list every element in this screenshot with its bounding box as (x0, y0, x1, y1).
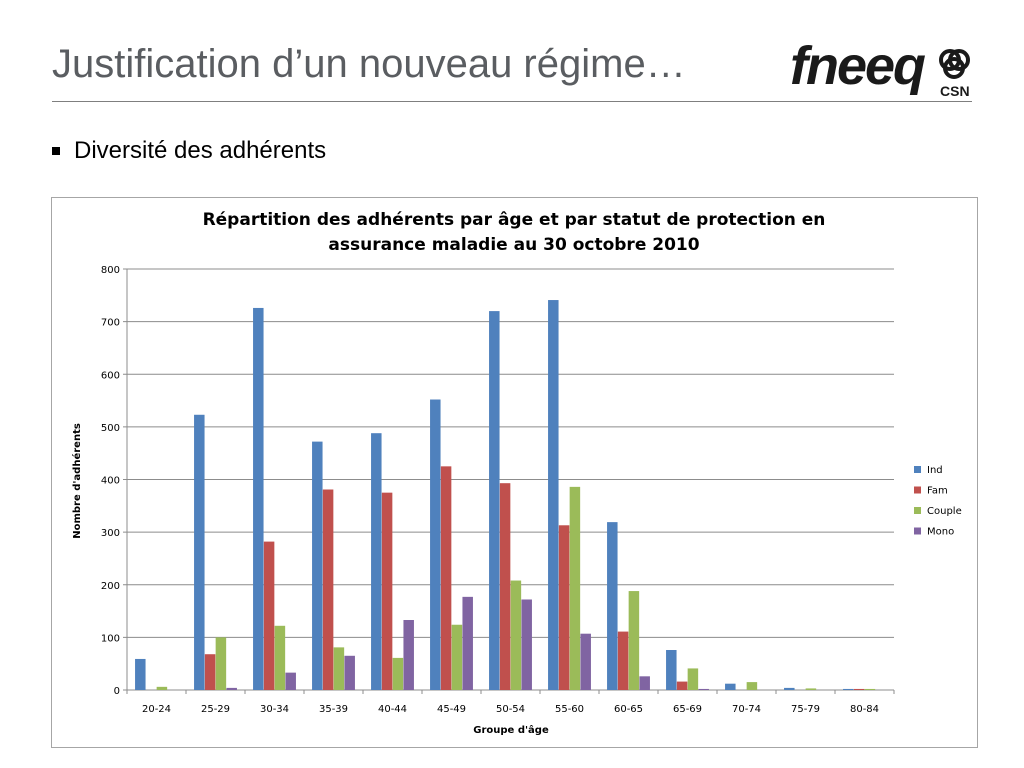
slide-title: Justification d’un nouveau régime… (52, 42, 686, 86)
x-tick-label: 50-54 (496, 704, 525, 715)
x-tick-label: 25-29 (201, 704, 230, 715)
bar-mono-40-44 (403, 620, 414, 690)
bar-fam-60-65 (617, 631, 629, 690)
bars (135, 300, 876, 690)
y-tick-label: 0 (114, 686, 120, 697)
legend-label-couple: Couple (927, 506, 962, 517)
x-tick-label: 45-49 (437, 704, 466, 715)
bar-fam-35-39 (322, 489, 334, 690)
bar-ind-30-34 (253, 307, 264, 690)
bar-ind-25-29 (194, 414, 205, 690)
legend: Ind Fam Couple Mono (914, 465, 962, 538)
bar-fam-55-60 (558, 525, 570, 690)
y-tick-label: 800 (101, 265, 120, 276)
x-tick-label: 35-39 (319, 704, 348, 715)
bar-couple-40-44 (392, 657, 404, 690)
bar-mono-65-69 (698, 688, 709, 690)
x-tick-label: 80-84 (850, 704, 879, 715)
bar-ind-50-54 (489, 311, 500, 690)
y-tick-labels: 0 100 200 300 400 500 600 700 800 (101, 265, 120, 697)
bar-couple-75-79 (805, 688, 817, 690)
bar-mono-50-54 (521, 599, 532, 690)
svg-text:fneeq: fneeq (790, 36, 926, 96)
square-bullet-icon (52, 147, 60, 155)
x-tick-label: 65-69 (673, 704, 702, 715)
x-tick-label: 55-60 (555, 704, 584, 715)
bar-fam-30-34 (263, 541, 275, 690)
bar-mono-30-34 (285, 672, 296, 690)
bar-mono-35-39 (344, 655, 355, 690)
x-tick-labels: 20-24 25-29 30-34 35-39 40-44 45-49 50-54 55-60… (142, 704, 879, 715)
bar-couple-35-39 (333, 647, 345, 690)
bar-fam-50-54 (499, 483, 511, 690)
bar-mono-25-29 (226, 687, 237, 690)
legend-label-mono: Mono (927, 527, 954, 538)
bar-mono-60-65 (639, 676, 650, 690)
title-divider (52, 101, 972, 102)
y-axis-label: Nombre d'adhérents (71, 423, 83, 539)
bar-mono-55-60 (580, 633, 591, 690)
bar-ind-80-84 (843, 688, 854, 690)
bar-couple-55-60 (569, 486, 581, 690)
bar-couple-20-24 (156, 686, 168, 690)
svg-text:CSN: CSN (940, 83, 970, 98)
bar-couple-25-29 (215, 637, 227, 690)
bar-ind-40-44 (371, 433, 382, 690)
bullet-text: Diversité des adhérents (74, 137, 327, 164)
bar-ind-75-79 (784, 687, 795, 690)
x-tick-label: 70-74 (732, 704, 761, 715)
chart-frame: Répartition des adhérents par âge et par… (51, 197, 978, 748)
knot-icon (939, 49, 970, 79)
bar-ind-70-74 (725, 683, 736, 690)
x-tick-label: 30-34 (260, 704, 289, 715)
x-tick-label: 20-24 (142, 704, 171, 715)
bar-ind-60-65 (607, 522, 618, 690)
chart-title-line-2: assurance maladie au 30 octobre 2010 (328, 235, 699, 255)
y-tick-label: 200 (101, 581, 120, 592)
bar-ind-65-69 (666, 650, 677, 690)
bar-couple-30-34 (274, 625, 286, 690)
bar-ind-20-24 (135, 658, 146, 690)
y-tick-label: 100 (101, 633, 120, 644)
y-tick-label: 400 (101, 476, 120, 487)
x-tick-label: 40-44 (378, 704, 407, 715)
bar-fam-45-49 (440, 466, 452, 690)
bar-couple-70-74 (746, 682, 758, 690)
bar-chart: Répartition des adhérents par âge et par… (71, 210, 962, 736)
chart-title-line-1: Répartition des adhérents par âge et par… (203, 210, 826, 230)
y-tick-label: 300 (101, 528, 120, 539)
bar-couple-80-84 (864, 688, 876, 690)
legend-swatch-fam (914, 486, 921, 494)
bar-couple-60-65 (628, 591, 640, 690)
x-tick-label: 60-65 (614, 704, 643, 715)
bar-fam-40-44 (381, 492, 393, 690)
legend-label-ind: Ind (927, 465, 943, 476)
y-tick-label: 600 (101, 370, 120, 381)
bar-fam-80-84 (853, 688, 865, 690)
bar-couple-65-69 (687, 668, 699, 690)
fneeq-csn-logo: fneeq CSN (790, 36, 970, 98)
bar-ind-55-60 (548, 300, 559, 690)
bar-ind-35-39 (312, 441, 323, 690)
x-tick-label: 75-79 (791, 704, 820, 715)
legend-label-fam: Fam (927, 486, 948, 497)
bar-couple-45-49 (451, 624, 463, 690)
bar-mono-45-49 (462, 596, 473, 690)
y-tick-label: 500 (101, 423, 120, 434)
bar-ind-45-49 (430, 399, 441, 690)
bullet-item: Diversité des adhérents (52, 137, 326, 165)
x-axis-label: Groupe d'âge (473, 724, 549, 736)
y-tick-label: 700 (101, 318, 120, 329)
bar-couple-50-54 (510, 580, 522, 690)
legend-swatch-ind (914, 466, 921, 473)
legend-swatch-mono (914, 527, 921, 535)
bar-fam-25-29 (204, 654, 216, 690)
bar-fam-65-69 (676, 681, 688, 690)
legend-swatch-couple (914, 507, 921, 514)
